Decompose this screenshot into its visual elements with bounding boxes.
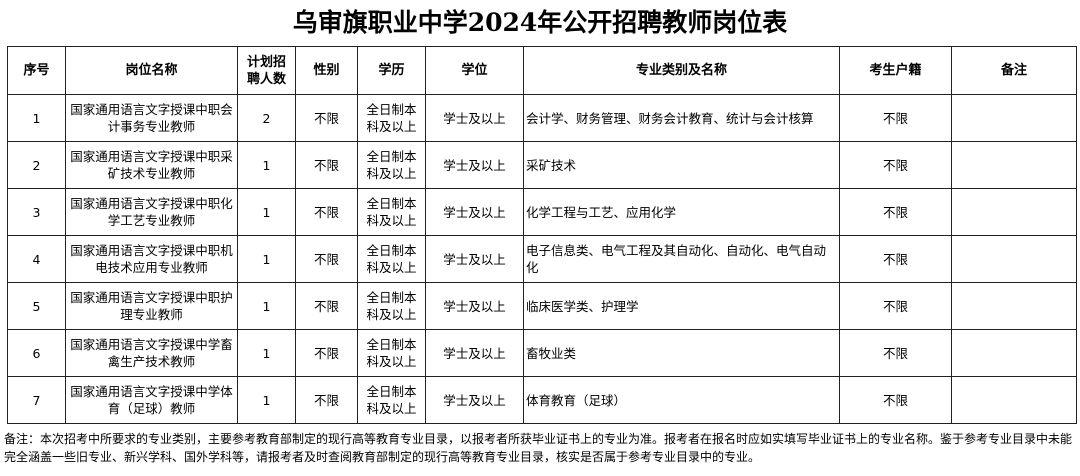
hukou-cell: 不限 bbox=[839, 282, 952, 330]
gender-cell: 不限 bbox=[295, 141, 358, 189]
table-row: 5 国家通用语言文字授课中职护理专业教师 1 不限 全日制本科及以上 学士及以上 临床医学类… bbox=[7, 282, 1077, 330]
hukou-cell: 不限 bbox=[839, 376, 952, 424]
positions-table: 序号 岗位名称 计划招聘人数 性别 学历 学位 专业类别及名称 考生户籍 备注 … bbox=[7, 46, 1077, 424]
gender-cell: 不限 bbox=[295, 282, 358, 330]
education-text: 全日制本科及以上 bbox=[366, 102, 417, 134]
hire-count-cell: 1 bbox=[237, 329, 296, 377]
major-cell: 电子信息类、电气工程及其自动化、自动化、电气自动化 bbox=[523, 235, 840, 283]
header-gender: 性别 bbox=[295, 46, 358, 95]
table-row: 6 国家通用语言文字授课中学畜禽生产技术教师 1 不限 全日制本科及以上 学士及以上 畜牧业… bbox=[7, 329, 1077, 377]
degree-cell: 学士及以上 bbox=[425, 94, 524, 142]
education-cell: 全日制本科及以上 bbox=[357, 329, 426, 377]
education-text: 全日制本科及以上 bbox=[366, 337, 417, 369]
remark-cell bbox=[951, 188, 1077, 236]
position-name-cell: 国家通用语言文字授课中职会计事务专业教师 bbox=[65, 94, 238, 142]
education-text: 全日制本科及以上 bbox=[366, 290, 417, 322]
row-number-cell: 5 bbox=[7, 282, 66, 330]
footnote: 备注：本次招考中所要求的专业类别，主要参考教育部制定的现行高等教育专业目录，以报… bbox=[4, 432, 1073, 464]
gender-cell: 不限 bbox=[295, 188, 358, 236]
header-degree: 学位 bbox=[425, 46, 524, 95]
header-row: 序号 岗位名称 计划招聘人数 性别 学历 学位 专业类别及名称 考生户籍 备注 bbox=[7, 46, 1077, 95]
degree-cell: 学士及以上 bbox=[425, 235, 524, 283]
table-row: 4 国家通用语言文字授课中职机电技术应用专业教师 1 不限 全日制本科及以上 学士及以上电… bbox=[7, 235, 1077, 283]
hire-count-cell: 1 bbox=[237, 282, 296, 330]
header-position: 岗位名称 bbox=[65, 46, 238, 95]
gender-cell: 不限 bbox=[295, 376, 358, 424]
hire-count-cell: 1 bbox=[237, 235, 296, 283]
hire-count-cell: 1 bbox=[237, 376, 296, 424]
table-row: 3 国家通用语言文字授课中职化学工艺专业教师 1 不限 全日制本科及以上 学士及以上 化学工… bbox=[7, 188, 1077, 236]
education-text: 全日制本科及以上 bbox=[366, 384, 417, 416]
remark-cell bbox=[951, 94, 1077, 142]
hukou-cell: 不限 bbox=[839, 141, 952, 189]
major-cell: 畜牧业类 bbox=[523, 329, 840, 377]
major-cell: 化学工程与工艺、应用化学 bbox=[523, 188, 840, 236]
degree-cell: 学士及以上 bbox=[425, 188, 524, 236]
education-text: 全日制本科及以上 bbox=[366, 243, 417, 275]
position-name-cell: 国家通用语言文字授课中职采矿技术专业教师 bbox=[65, 141, 238, 189]
header-count: 计划招聘人数 bbox=[237, 46, 296, 95]
header-major: 专业类别及名称 bbox=[523, 46, 840, 95]
major-cell: 体育教育（足球） bbox=[523, 376, 840, 424]
hire-count-cell: 1 bbox=[237, 141, 296, 189]
education-cell: 全日制本科及以上 bbox=[357, 94, 426, 142]
gender-cell: 不限 bbox=[295, 329, 358, 377]
position-name-cell: 国家通用语言文字授课中职化学工艺专业教师 bbox=[65, 188, 238, 236]
education-cell: 全日制本科及以上 bbox=[357, 376, 426, 424]
degree-cell: 学士及以上 bbox=[425, 282, 524, 330]
gender-cell: 不限 bbox=[295, 235, 358, 283]
hukou-cell: 不限 bbox=[839, 94, 952, 142]
degree-cell: 学士及以上 bbox=[425, 376, 524, 424]
page-title: 乌审旗职业中学2024年公开招聘教师岗位表 bbox=[292, 8, 788, 37]
remark-cell bbox=[951, 376, 1077, 424]
table-row: 2 国家通用语言文字授课中职采矿技术专业教师 1 不限 全日制本科及以上 学士及以上 采矿技… bbox=[7, 141, 1077, 189]
row-number-cell: 6 bbox=[7, 329, 66, 377]
gender-cell: 不限 bbox=[295, 94, 358, 142]
table-row: 1 国家通用语言文字授课中职会计事务专业教师 2 不限 全日制本科及以上 学士及以上 会计学… bbox=[7, 94, 1077, 142]
header-education: 学历 bbox=[357, 46, 426, 95]
education-text: 全日制本科及以上 bbox=[366, 196, 417, 228]
remark-cell bbox=[951, 329, 1077, 377]
education-cell: 全日制本科及以上 bbox=[357, 235, 426, 283]
education-cell: 全日制本科及以上 bbox=[357, 188, 426, 236]
header-remark: 备注 bbox=[951, 46, 1077, 95]
row-number-cell: 3 bbox=[7, 188, 66, 236]
position-name-cell: 国家通用语言文字授课中学体育（足球）教师 bbox=[65, 376, 238, 424]
hukou-cell: 不限 bbox=[839, 188, 952, 236]
header-no: 序号 bbox=[7, 46, 66, 95]
major-cell: 会计学、财务管理、财务会计教育、统计与会计核算 bbox=[523, 94, 840, 142]
remark-cell bbox=[951, 141, 1077, 189]
row-number-cell: 7 bbox=[7, 376, 66, 424]
hire-count-cell: 1 bbox=[237, 188, 296, 236]
degree-cell: 学士及以上 bbox=[425, 141, 524, 189]
education-cell: 全日制本科及以上 bbox=[357, 282, 426, 330]
hukou-cell: 不限 bbox=[839, 329, 952, 377]
row-number-cell: 2 bbox=[7, 141, 66, 189]
major-cell: 临床医学类、护理学 bbox=[523, 282, 840, 330]
header-hukou: 考生户籍 bbox=[839, 46, 952, 95]
position-name-cell: 国家通用语言文字授课中职机电技术应用专业教师 bbox=[65, 235, 238, 283]
education-cell: 全日制本科及以上 bbox=[357, 141, 426, 189]
remark-cell bbox=[951, 282, 1077, 330]
position-name-cell: 国家通用语言文字授课中学畜禽生产技术教师 bbox=[65, 329, 238, 377]
table-row: 7 国家通用语言文字授课中学体育（足球）教师 1 不限 全日制本科及以上 学士及以上 体育教… bbox=[7, 376, 1077, 424]
position-name-cell: 国家通用语言文字授课中职护理专业教师 bbox=[65, 282, 238, 330]
remark-cell bbox=[951, 235, 1077, 283]
hire-count-cell: 2 bbox=[237, 94, 296, 142]
education-text: 全日制本科及以上 bbox=[366, 149, 417, 181]
degree-cell: 学士及以上 bbox=[425, 329, 524, 377]
major-cell: 采矿技术 bbox=[523, 141, 840, 189]
hukou-cell: 不限 bbox=[839, 235, 952, 283]
row-number-cell: 4 bbox=[7, 235, 66, 283]
row-number-cell: 1 bbox=[7, 94, 66, 142]
